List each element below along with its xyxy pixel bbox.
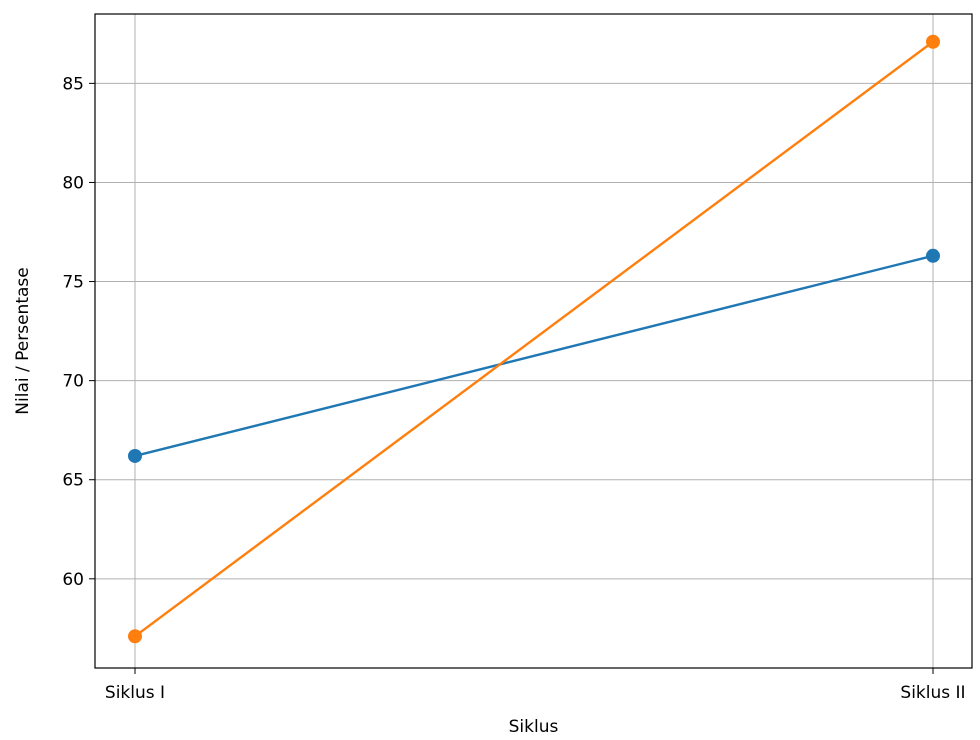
axis-ticks: 60 65 70 75 80 85 Siklus I Siklus II	[62, 74, 965, 703]
data-point	[128, 629, 142, 644]
grid	[95, 14, 972, 668]
x-tick-label: Siklus I	[105, 683, 165, 703]
y-tick-label: 60	[62, 570, 84, 590]
x-tick-label: Siklus II	[900, 683, 965, 703]
series-layer	[128, 34, 940, 644]
y-axis-label: Nilai / Persentase	[13, 267, 33, 414]
y-tick-label: 80	[62, 173, 84, 193]
series-2	[128, 34, 940, 644]
x-axis-label: Siklus	[509, 717, 559, 737]
y-tick-label: 70	[62, 372, 84, 392]
series-line	[134, 40, 934, 638]
y-tick-label: 65	[62, 471, 84, 491]
plot-frame	[94, 13, 973, 669]
series-line	[134, 254, 934, 458]
series-1	[128, 248, 940, 463]
data-point	[926, 34, 940, 49]
y-tick-label: 85	[62, 74, 84, 94]
y-tick-label: 75	[62, 273, 84, 293]
data-point	[128, 448, 142, 463]
data-point	[926, 248, 940, 263]
